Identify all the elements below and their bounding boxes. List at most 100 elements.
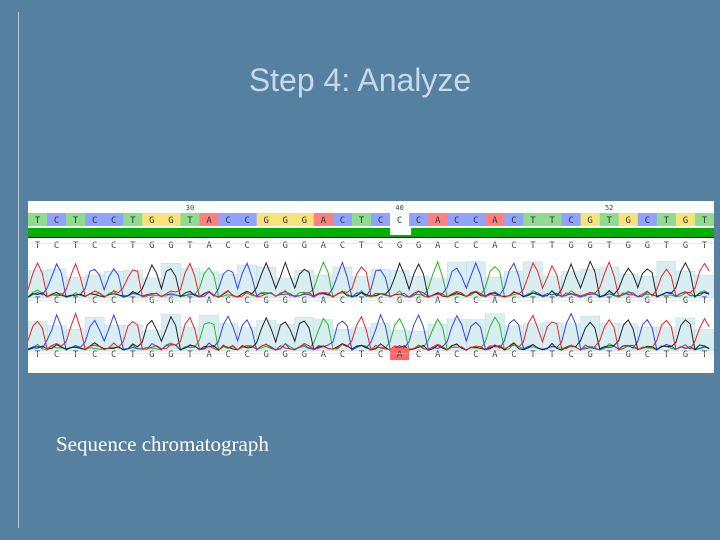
consensus-base: T bbox=[359, 216, 365, 226]
trace-A bbox=[28, 260, 710, 299]
coverage-edge bbox=[28, 237, 714, 238]
consensus-base: G bbox=[283, 216, 288, 226]
chromatogram-image: 30 40 52 T C T C C T G G T A C C G G G A C T C C C A C C A C T T C G T G C T… bbox=[28, 201, 714, 373]
read-base: G bbox=[168, 241, 173, 251]
read-base: G bbox=[645, 296, 650, 306]
read-base: G bbox=[302, 241, 307, 251]
read-base: G bbox=[149, 350, 154, 360]
consensus-cell bbox=[332, 213, 353, 226]
quality-bar bbox=[561, 323, 581, 352]
consensus-cell bbox=[409, 213, 429, 226]
read-base: C bbox=[340, 350, 345, 360]
read-base: T bbox=[606, 241, 612, 251]
consensus-base: C bbox=[54, 216, 59, 226]
read-base: G bbox=[683, 296, 688, 306]
read-base: T bbox=[530, 241, 536, 251]
consensus-base: C bbox=[244, 216, 249, 226]
read-base: T bbox=[359, 241, 365, 251]
read-base: G bbox=[283, 296, 288, 306]
read-base: T bbox=[187, 241, 193, 251]
read-base: T bbox=[549, 241, 555, 251]
consensus-cell bbox=[485, 213, 505, 226]
read-base: T bbox=[35, 296, 41, 306]
read-base: G bbox=[302, 350, 307, 360]
consensus-base: C bbox=[416, 216, 421, 226]
consensus-base: A bbox=[435, 216, 441, 226]
read-base: T bbox=[73, 296, 79, 306]
consensus-cell bbox=[523, 213, 543, 226]
read-base: C bbox=[92, 350, 97, 360]
read-base: A bbox=[435, 350, 441, 360]
consensus-cell bbox=[675, 213, 696, 226]
position-marker: 52 bbox=[605, 204, 613, 212]
read-base: T bbox=[549, 350, 555, 360]
consensus-base: T bbox=[130, 216, 136, 226]
read-base: G bbox=[283, 350, 288, 360]
consensus-cell bbox=[85, 213, 105, 226]
read-base: C bbox=[378, 241, 383, 251]
consensus-cell bbox=[580, 213, 601, 226]
read-base: G bbox=[568, 296, 573, 306]
read-base: C bbox=[92, 241, 97, 251]
read-base: G bbox=[568, 241, 573, 251]
consensus-base: T bbox=[606, 216, 612, 226]
read-base: T bbox=[530, 296, 536, 306]
trace-T bbox=[28, 260, 710, 298]
quality-bar bbox=[332, 266, 353, 299]
read-base: A bbox=[206, 350, 212, 360]
read-base: C bbox=[54, 241, 59, 251]
quality-bar bbox=[446, 318, 467, 352]
read-base: G bbox=[416, 296, 421, 306]
read-base: G bbox=[168, 296, 173, 306]
consensus-cell bbox=[28, 213, 48, 226]
read-base: A bbox=[321, 350, 327, 360]
read-base: C bbox=[340, 296, 345, 306]
consensus-cell bbox=[180, 213, 200, 226]
consensus-base: C bbox=[473, 216, 478, 226]
consensus-cell bbox=[561, 213, 582, 226]
consensus-cell bbox=[123, 213, 143, 226]
consensus-base: T bbox=[187, 216, 193, 226]
read-base: A bbox=[321, 241, 327, 251]
read-base: G bbox=[397, 296, 402, 306]
row-separator bbox=[28, 353, 714, 354]
consensus-base: G bbox=[626, 216, 631, 226]
read-base: C bbox=[454, 350, 459, 360]
read-base: A bbox=[492, 350, 498, 360]
consensus-cell bbox=[47, 213, 67, 226]
position-marker: 40 bbox=[395, 204, 403, 212]
consensus-base: C bbox=[645, 216, 650, 226]
consensus-cell bbox=[66, 213, 86, 226]
read-base: C bbox=[416, 350, 421, 360]
read-base: G bbox=[149, 296, 154, 306]
read-base: C bbox=[340, 241, 345, 251]
consensus-cell bbox=[637, 213, 658, 226]
read-base: G bbox=[587, 241, 592, 251]
read-base: A bbox=[206, 241, 212, 251]
read-base: G bbox=[263, 350, 268, 360]
read-base: C bbox=[111, 350, 116, 360]
read-base: G bbox=[626, 350, 631, 360]
row-separator bbox=[28, 243, 714, 244]
consensus-base: C bbox=[511, 216, 516, 226]
read-base: T bbox=[73, 350, 79, 360]
position-marker: 30 bbox=[186, 204, 194, 212]
read-base: A bbox=[492, 241, 498, 251]
read-base: T bbox=[664, 350, 670, 360]
consensus-base: A bbox=[206, 216, 212, 226]
read-base: T bbox=[702, 350, 708, 360]
read-base: T bbox=[35, 350, 41, 360]
read-base: G bbox=[263, 296, 268, 306]
read-base: C bbox=[225, 350, 230, 360]
read-base: G bbox=[302, 296, 307, 306]
consensus-cell bbox=[199, 213, 220, 226]
slide-title: Step 4: Analyze bbox=[248, 62, 472, 98]
read-base: C bbox=[92, 296, 97, 306]
consensus-cell bbox=[161, 213, 181, 226]
read-base: C bbox=[473, 350, 478, 360]
consensus-cell bbox=[371, 213, 391, 226]
consensus-cell bbox=[599, 213, 620, 226]
read-base: C bbox=[511, 296, 516, 306]
read-base: T bbox=[664, 296, 670, 306]
consensus-base: T bbox=[549, 216, 555, 226]
